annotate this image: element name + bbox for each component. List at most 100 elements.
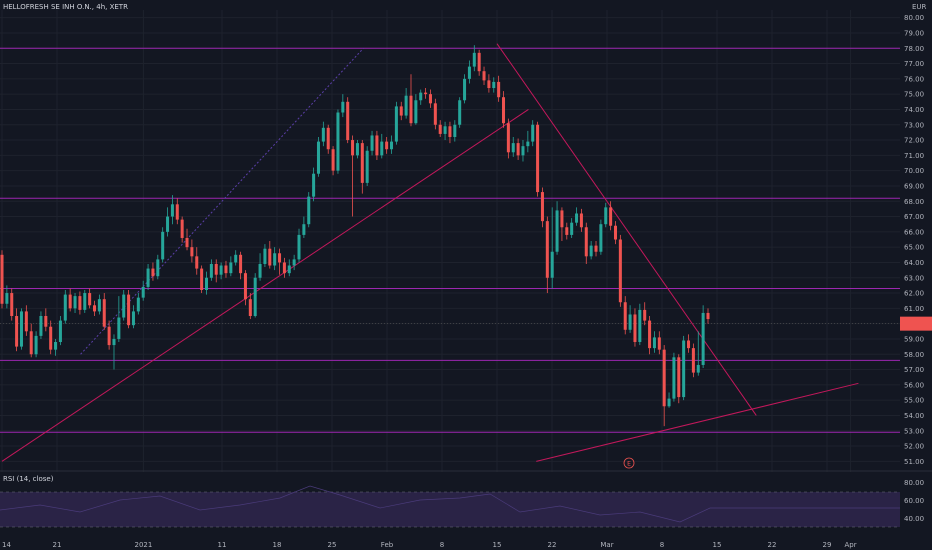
candle-body bbox=[141, 286, 145, 298]
candle-body bbox=[662, 349, 666, 407]
candle-body bbox=[44, 316, 48, 327]
trendline bbox=[536, 382, 859, 462]
candle-body bbox=[477, 52, 481, 72]
candle-body bbox=[239, 254, 243, 274]
candle-body bbox=[458, 100, 462, 125]
price-tick-label: 52.00 bbox=[904, 443, 924, 451]
price-tick-label: 62.00 bbox=[904, 290, 924, 298]
candle-body bbox=[565, 227, 569, 235]
candle-body bbox=[258, 263, 262, 278]
candle-body bbox=[570, 222, 574, 235]
time-tick-label: 2021 bbox=[135, 541, 153, 549]
candle-body bbox=[380, 141, 384, 156]
candle-body bbox=[575, 213, 579, 223]
candle-body bbox=[492, 81, 496, 89]
time-tick-label: 8 bbox=[440, 541, 444, 549]
candle-body bbox=[531, 124, 535, 142]
candle-body bbox=[360, 143, 364, 183]
candle-body bbox=[633, 314, 637, 343]
candle-body bbox=[122, 294, 126, 318]
price-tick-label: 74.00 bbox=[904, 106, 924, 114]
candle-body bbox=[307, 196, 311, 225]
candle-body bbox=[39, 316, 43, 336]
candle-body bbox=[54, 342, 58, 350]
candle-body bbox=[190, 247, 194, 257]
earnings-badge: E bbox=[627, 461, 631, 468]
candle-body bbox=[292, 259, 296, 266]
time-tick-label: Feb bbox=[381, 541, 394, 549]
candle-body bbox=[331, 149, 335, 171]
price-tick-label: 57.00 bbox=[904, 366, 924, 374]
candle-body bbox=[536, 124, 540, 193]
currency-label: EUR bbox=[912, 3, 927, 11]
candle-body bbox=[599, 224, 603, 252]
time-tick-label: 8 bbox=[660, 541, 664, 549]
time-tick-label: 14 bbox=[2, 541, 11, 549]
rsi-tick-60: 60.00 bbox=[904, 497, 924, 505]
candle-body bbox=[453, 124, 457, 137]
candle-body bbox=[10, 293, 14, 316]
candle-body bbox=[170, 204, 174, 217]
candle-body bbox=[443, 126, 447, 134]
candle-body bbox=[677, 357, 681, 398]
candle-body bbox=[219, 265, 223, 275]
time-tick-label: 22 bbox=[768, 541, 777, 549]
candle-body bbox=[482, 71, 486, 81]
price-tick-label: 69.00 bbox=[904, 182, 924, 190]
time-tick-label: 15 bbox=[493, 541, 502, 549]
price-tick-label: 59.00 bbox=[904, 335, 924, 343]
price-tick-label: 77.00 bbox=[904, 60, 924, 68]
candle-body bbox=[88, 293, 92, 306]
candle-body bbox=[550, 251, 554, 278]
candle-body bbox=[448, 126, 452, 137]
rsi-line bbox=[0, 485, 900, 523]
candle-body bbox=[297, 234, 301, 260]
price-tick-label: 56.00 bbox=[904, 381, 924, 389]
price-tick-label: 67.00 bbox=[904, 213, 924, 221]
candle-body bbox=[385, 141, 389, 150]
candle-body bbox=[146, 268, 150, 287]
time-axis[interactable]: 14 21 2021 11 18 25 Feb 8 15 22 Mar 8 15 22 29 Apr bbox=[2, 541, 857, 549]
price-tick-label: 80.00 bbox=[904, 14, 924, 22]
candle-body bbox=[336, 112, 340, 171]
earnings-marker[interactable]: E bbox=[623, 457, 635, 469]
candle-body bbox=[419, 92, 423, 101]
candle-body bbox=[131, 311, 135, 326]
candle-body bbox=[424, 92, 428, 95]
candle-body bbox=[83, 293, 87, 310]
candle-body bbox=[540, 192, 544, 222]
earnings-icon[interactable] bbox=[623, 457, 635, 469]
price-tick-label: 55.00 bbox=[904, 397, 924, 405]
time-tick-label: 21 bbox=[53, 541, 62, 549]
candle-body bbox=[467, 66, 471, 79]
time-tick-label: 18 bbox=[273, 541, 282, 549]
candle-body bbox=[282, 262, 286, 274]
last-price-marker bbox=[900, 316, 932, 331]
candle-body bbox=[560, 210, 564, 228]
rsi-pane[interactable]: RSI (14, close) 80.00 60.00 40.00 bbox=[0, 472, 924, 539]
price-tick-label: 58.00 bbox=[904, 351, 924, 359]
candle-body bbox=[287, 265, 291, 274]
candle-body bbox=[214, 263, 218, 275]
time-tick-label: 25 bbox=[328, 541, 337, 549]
candle-body bbox=[604, 207, 608, 225]
candle-body bbox=[375, 135, 379, 156]
candle-body bbox=[229, 262, 233, 274]
rsi-band bbox=[0, 492, 900, 527]
candle-body bbox=[253, 277, 257, 316]
trendline bbox=[496, 43, 757, 416]
candle-body bbox=[594, 245, 598, 252]
chart-title: HELLOFRESH SE INH O.N., 4h, XETR bbox=[3, 3, 128, 11]
candle-body bbox=[652, 337, 656, 349]
candle-body bbox=[97, 299, 101, 312]
time-tick-label: 29 bbox=[823, 541, 832, 549]
candle-body bbox=[268, 248, 272, 266]
candle-body bbox=[302, 224, 306, 235]
candle-body bbox=[691, 348, 695, 373]
candle-body bbox=[609, 207, 613, 226]
candle-body bbox=[68, 294, 72, 309]
price-tick-label: 65.00 bbox=[904, 244, 924, 252]
candle-body bbox=[161, 231, 165, 260]
candle-body bbox=[463, 78, 467, 101]
